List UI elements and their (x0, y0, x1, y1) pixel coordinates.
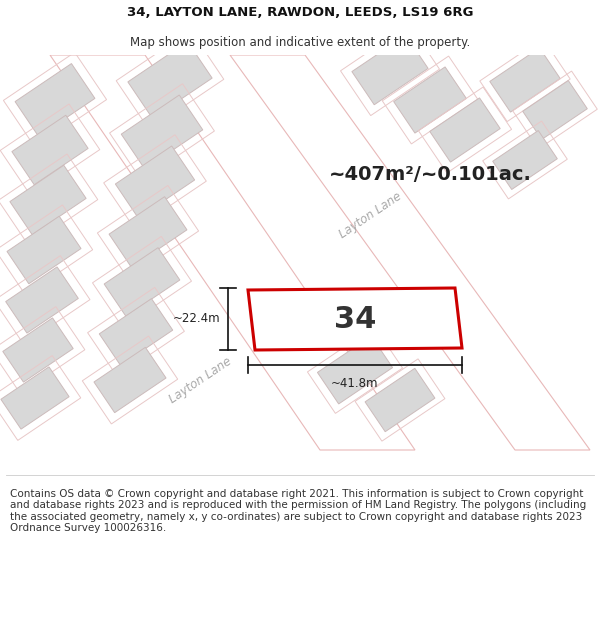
Text: Layton Lane: Layton Lane (337, 189, 404, 241)
Text: 34, LAYTON LANE, RAWDON, LEEDS, LS19 6RG: 34, LAYTON LANE, RAWDON, LEEDS, LS19 6RG (127, 6, 473, 19)
Text: ~22.4m: ~22.4m (172, 312, 220, 326)
Bar (3, 318, 73, 382)
Bar (92, 236, 191, 328)
Bar (523, 81, 587, 139)
Bar (382, 56, 478, 144)
Bar (104, 135, 206, 229)
Polygon shape (230, 55, 590, 450)
Bar (10, 165, 86, 235)
Polygon shape (268, 296, 444, 342)
Bar (490, 48, 560, 112)
Polygon shape (50, 55, 415, 450)
Bar (0, 154, 98, 246)
Bar (12, 115, 88, 185)
Text: Layton Lane: Layton Lane (166, 354, 233, 406)
Bar (493, 131, 557, 189)
Bar (418, 87, 512, 173)
Bar (7, 216, 81, 284)
Bar (97, 186, 199, 279)
Bar (483, 121, 567, 199)
Bar (109, 197, 187, 268)
Bar (4, 52, 107, 148)
Bar (307, 327, 403, 413)
Bar (355, 359, 445, 441)
Text: Contains OS data © Crown copyright and database right 2021. This information is : Contains OS data © Crown copyright and d… (10, 489, 586, 533)
Bar (513, 71, 597, 149)
Text: Map shows position and indicative extent of the property.: Map shows position and indicative extent… (130, 36, 470, 49)
Text: ~41.8m: ~41.8m (331, 377, 379, 390)
Bar (121, 95, 203, 169)
Text: 34: 34 (334, 306, 376, 334)
Bar (0, 256, 90, 344)
Bar (0, 307, 85, 393)
Bar (1, 367, 69, 429)
Bar (352, 35, 428, 105)
Bar (317, 336, 392, 404)
Bar (0, 104, 100, 196)
Bar (128, 42, 212, 118)
Bar (94, 348, 166, 413)
Bar (340, 24, 440, 116)
Bar (0, 205, 92, 295)
Bar (115, 146, 194, 218)
Polygon shape (248, 288, 462, 350)
Text: ~407m²/~0.101ac.: ~407m²/~0.101ac. (329, 166, 532, 184)
Bar (365, 368, 435, 432)
Bar (116, 31, 224, 129)
Bar (480, 39, 570, 121)
Bar (430, 98, 500, 162)
Bar (82, 336, 178, 424)
Bar (5, 267, 79, 333)
Bar (0, 356, 81, 441)
Bar (15, 64, 95, 136)
Bar (110, 84, 214, 180)
Bar (88, 288, 184, 377)
Bar (99, 299, 173, 366)
Bar (394, 67, 466, 133)
Bar (104, 248, 180, 316)
